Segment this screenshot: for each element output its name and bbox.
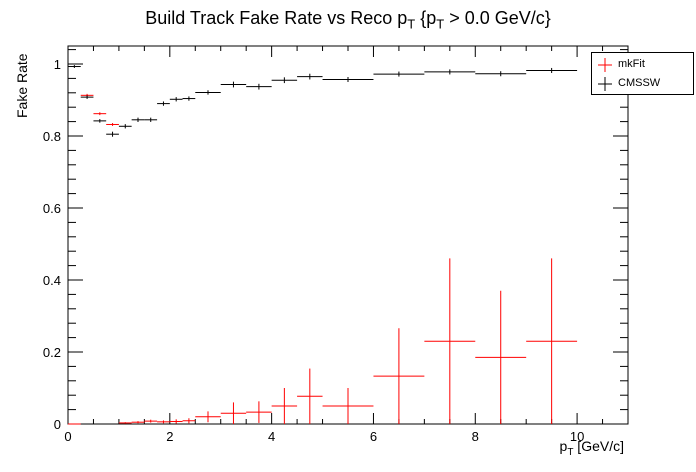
datapoint-mkfit [182,418,196,424]
datapoint-cmssw [131,117,145,122]
datapoint-cmssw [373,71,425,77]
xlabel-unit: [GeV/c] [573,438,624,454]
datapoint-mkfit [220,402,247,424]
title-sub1: T [407,16,416,32]
title-tail: > 0.0 GeV/c} [444,8,551,28]
datapoint-cmssw [118,124,132,129]
title-sub2: T [436,16,445,32]
datapoint-mkfit [131,421,145,424]
datapoint-cmssw [68,65,81,68]
x-tick-label: 4 [268,429,275,444]
title-brace: {p [415,8,437,28]
y-tick-label: 1 [54,57,61,72]
datapoint-cmssw [93,119,107,123]
datapoint-cmssw [526,67,578,73]
datapoint-mkfit [373,328,425,424]
legend-label-mkfit: mkFit [618,58,645,70]
chart-title: Build Track Fake Rate vs Reco pT {pT > 0… [0,8,696,32]
datapoint-cmssw [475,71,527,77]
y-axis-label: Fake Rate [14,53,30,118]
title-main: Build Track Fake Rate vs Reco p [145,8,408,28]
datapoint-cmssw [246,83,272,90]
datapoint-mkfit [144,419,158,423]
legend-label-cmssw: CMSSW [618,77,661,89]
legend-item-mkfit: mkFit [592,56,693,74]
x-tick-label: 10 [570,429,584,444]
datapoint-cmssw [169,97,183,102]
datapoint-cmssw [80,95,94,99]
datapoint-cmssw [322,76,374,82]
datapoint-cmssw [157,101,170,106]
datapoint-cmssw [182,96,196,101]
datapoint-cmssw [144,117,158,122]
legend: mkFit CMSSW [591,52,694,95]
x-tick-label: 2 [166,429,173,444]
legend-marker-cmssw [598,77,612,91]
datapoint-cmssw [106,131,119,137]
x-tick-label: 8 [472,429,479,444]
legend-marker-mkfit [598,58,612,72]
datapoint-mkfit [424,258,476,424]
datapoint-cmssw [271,77,298,84]
datapoint-cmssw [297,73,323,80]
xlabel-sub: T [567,446,574,458]
x-tick-label: 6 [370,429,377,444]
datapoint-mkfit [271,388,298,424]
y-tick-label: 0.6 [43,201,61,216]
datapoint-mkfit [526,258,578,424]
datapoint-mkfit [169,419,183,424]
x-axis-label: pT [GeV/c] [560,438,624,458]
datapoint-mkfit [118,422,132,424]
y-tick-label: 0 [54,417,61,432]
xlabel-main: p [559,438,568,454]
datapoint-cmssw [195,90,221,95]
legend-item-cmssw: CMSSW [592,75,693,93]
y-tick-label: 0.4 [43,273,61,288]
datapoint-mkfit [93,112,107,116]
datapoint-mkfit [475,290,527,424]
y-tick-label: 0.8 [43,129,61,144]
datapoint-mkfit [246,401,272,423]
datapoint-mkfit [297,368,323,424]
plot-frame [67,45,629,425]
x-tick-label: 0 [64,429,71,444]
y-tick-label: 0.2 [43,345,61,360]
datapoint-cmssw [220,81,247,88]
datapoint-mkfit [322,388,374,424]
datapoint-cmssw [424,69,476,75]
datapoint-mkfit [106,123,119,126]
datapoint-mkfit [195,411,221,423]
datapoint-mkfit [157,420,170,424]
